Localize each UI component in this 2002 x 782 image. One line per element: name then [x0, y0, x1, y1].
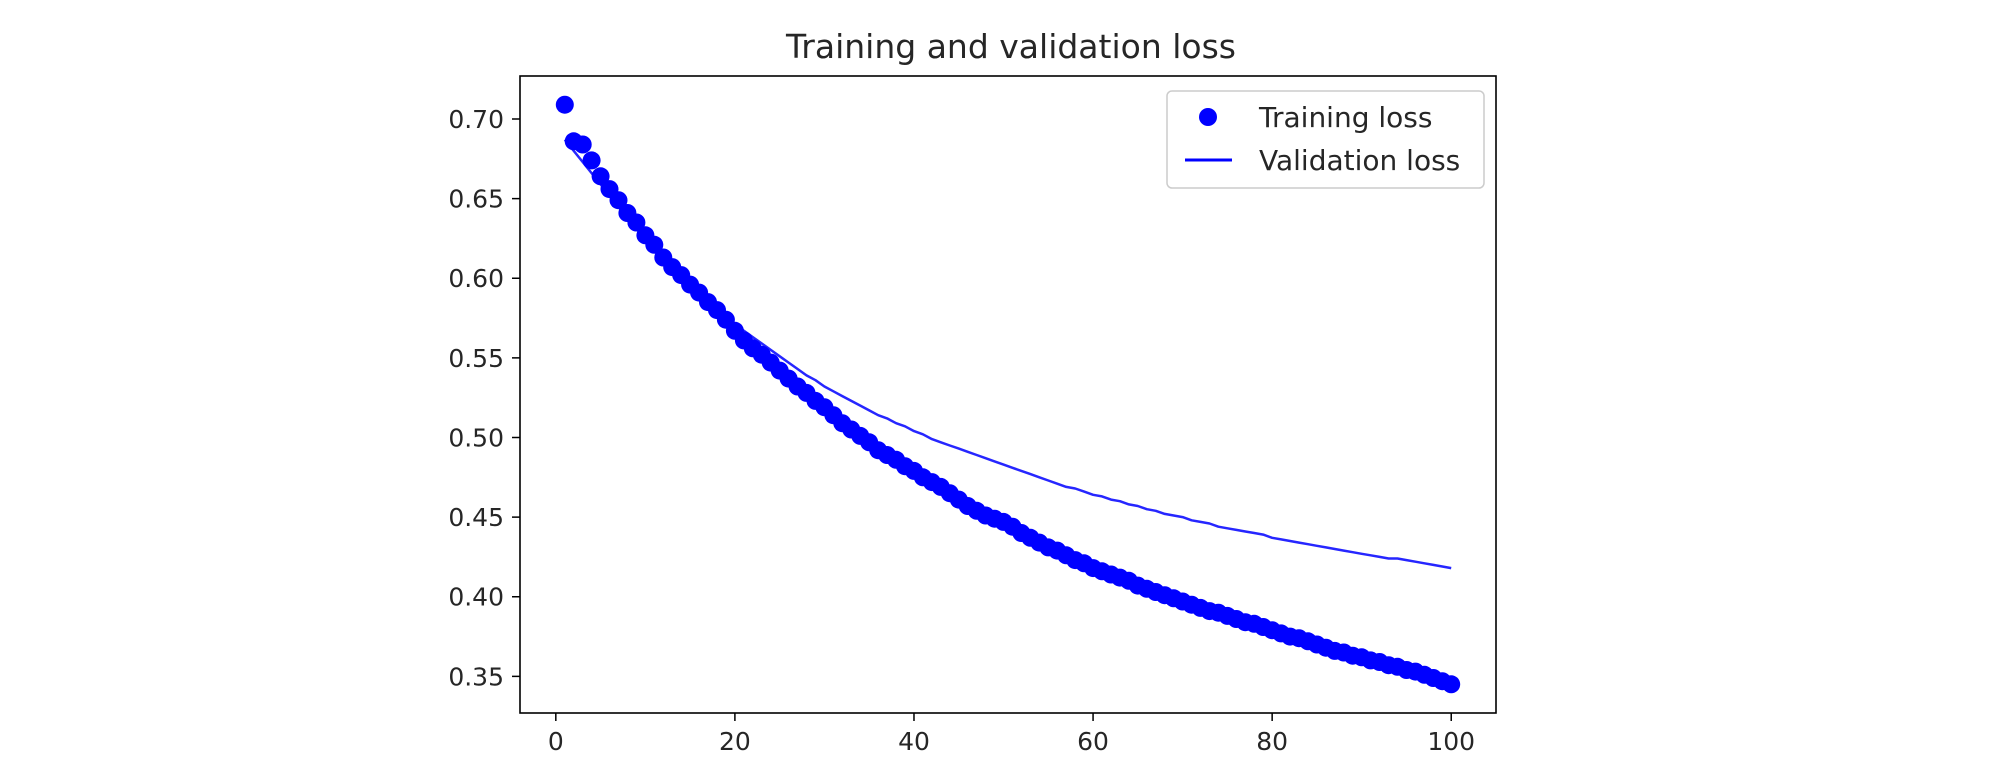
plot-frame [519, 75, 1497, 714]
x-tick-label: 20 [719, 727, 751, 756]
y-tick-label: 0.40 [448, 583, 504, 612]
validation-loss-line [563, 138, 1452, 570]
training-loss-point [609, 191, 628, 210]
training-loss-series [555, 95, 1461, 694]
training-loss-point [573, 135, 592, 154]
legend-validation-label: Validation loss [1259, 144, 1460, 177]
y-tick-label: 0.35 [448, 662, 504, 691]
y-tick-label: 0.45 [448, 503, 504, 532]
legend-box [1166, 90, 1485, 189]
y-tick-label: 0.70 [448, 105, 504, 134]
training-loss-point [591, 167, 610, 186]
training-loss-point [1442, 675, 1461, 694]
y-tick-label: 0.65 [448, 185, 504, 214]
training-loss-point [627, 213, 646, 232]
x-tick-label: 40 [898, 727, 930, 756]
legend-training-label: Training loss [1258, 101, 1432, 134]
y-tick-label: 0.60 [448, 264, 504, 293]
training-loss-point [645, 235, 664, 254]
legend-training-marker [1199, 108, 1217, 126]
training-loss-point [555, 95, 574, 114]
x-tick-label: 60 [1077, 727, 1109, 756]
training-loss-point [582, 151, 601, 170]
x-tick-label: 100 [1427, 727, 1475, 756]
chart-title: Training and validation loss [785, 27, 1236, 66]
y-tick-label: 0.55 [448, 344, 504, 373]
x-axis: 0 20 40 60 80 100 [548, 713, 1475, 756]
x-tick-label: 80 [1256, 727, 1288, 756]
x-tick-label: 0 [548, 727, 564, 756]
validation-loss-series [563, 138, 1452, 570]
legend: Training loss Validation loss [1166, 90, 1485, 189]
y-axis: 0.35 0.40 0.45 0.50 0.55 0.60 0.65 0.70 [448, 105, 520, 691]
y-tick-label: 0.50 [448, 423, 504, 452]
